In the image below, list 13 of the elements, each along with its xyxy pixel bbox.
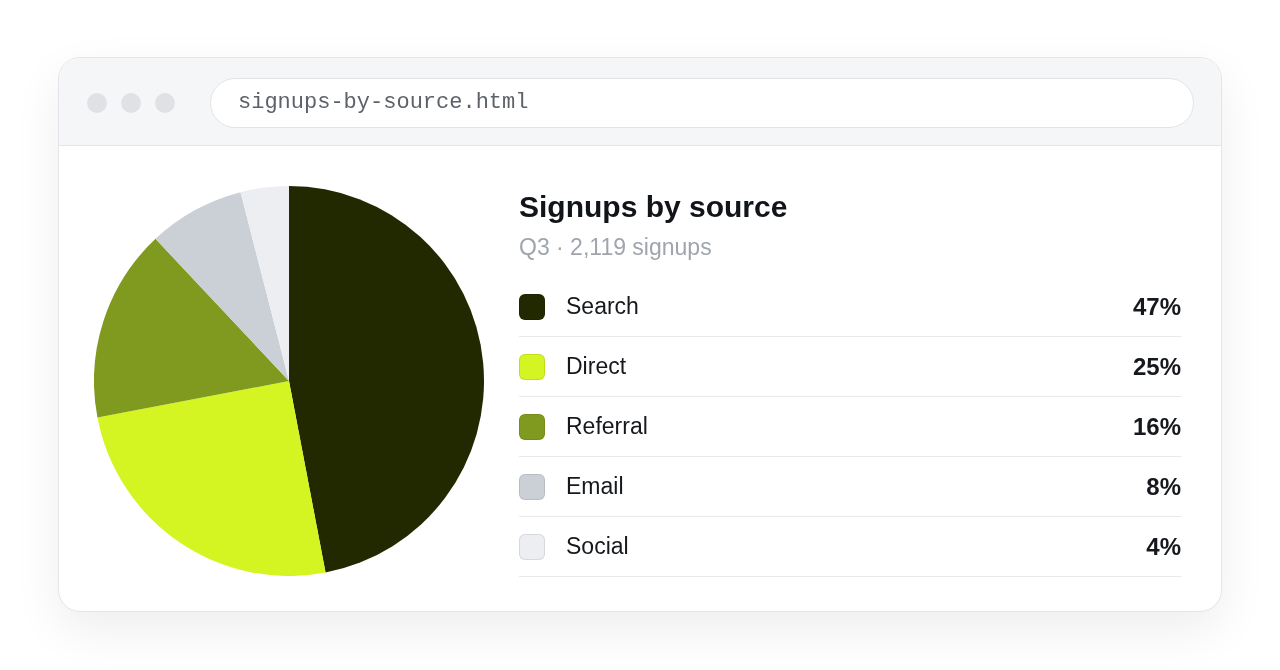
data-label: 8% bbox=[1146, 472, 1181, 501]
legend-label: Direct bbox=[566, 353, 627, 380]
chart-title: Signups by source bbox=[519, 189, 789, 225]
legend-label: Referral bbox=[566, 413, 648, 440]
legend-label: Email bbox=[566, 473, 624, 500]
text: Q3 · 2,119 signups bbox=[519, 233, 713, 261]
data-label: 16% bbox=[1132, 412, 1181, 441]
text: signups-by-source.html bbox=[238, 89, 529, 117]
legend-label: Search bbox=[566, 293, 639, 320]
legend-label: Social bbox=[566, 533, 629, 560]
data-label: 25% bbox=[1132, 352, 1181, 381]
data-label: 4% bbox=[1146, 532, 1181, 561]
data-label: 47% bbox=[1132, 292, 1181, 321]
